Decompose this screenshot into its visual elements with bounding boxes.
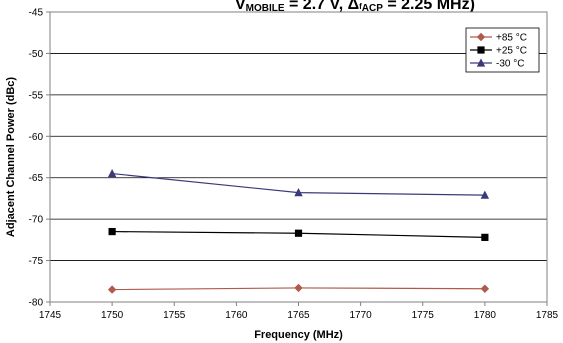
series-0	[107, 283, 490, 294]
data-point	[480, 284, 490, 293]
x-tick-label: 1755	[163, 310, 186, 321]
data-point	[480, 190, 490, 199]
chart-title: VMOBILE = 2.7 V, ΔfACP = 2.25 MHz)	[235, 0, 475, 14]
data-point	[294, 188, 303, 197]
x-axis-ticks: 1745 1750 1755 1760 1765 1770 1775 1780 1785	[39, 302, 559, 321]
x-tick-label: 1785	[536, 310, 559, 321]
y-tick-label: -65	[29, 173, 44, 184]
legend-marker	[476, 58, 486, 67]
series-2	[107, 168, 490, 199]
legend-marker	[477, 46, 485, 54]
legend-item: +25 °C	[470, 46, 527, 57]
data-point	[108, 227, 116, 236]
y-tick-label: -75	[29, 256, 44, 267]
data-point	[294, 283, 303, 293]
x-tick-label: 1750	[101, 310, 124, 321]
series-1	[108, 227, 489, 241]
y-axis-ticks: -45 -50 -55 -60 -65 -70 -75 -80	[29, 8, 50, 309]
y-tick-label: -45	[29, 8, 44, 19]
series-layer	[107, 168, 490, 294]
data-point	[294, 229, 303, 237]
legend-label: +25 °C	[496, 46, 527, 57]
data-point	[481, 233, 489, 241]
y-tick-label: -70	[29, 215, 44, 226]
legend-marker	[476, 32, 486, 42]
y-axis-title: Adjacent Channel Power (dBc)	[5, 77, 17, 237]
legend-label: +85 °C	[496, 33, 527, 44]
legend: +85 °C +25 °C -30 °C	[465, 27, 540, 73]
data-point	[107, 285, 117, 294]
legend-item: -30 °C	[470, 58, 524, 70]
x-axis-title: Frequency (MHz)	[254, 329, 343, 341]
x-tick-label: 1775	[412, 310, 435, 321]
y-tick-label: -50	[29, 49, 44, 60]
y-tick-label: -55	[29, 90, 44, 101]
x-tick-label: 1745	[39, 310, 62, 321]
y-tick-label: -60	[29, 132, 44, 143]
data-point	[107, 168, 117, 178]
x-tick-label: 1760	[225, 310, 248, 321]
y-tick-label: -80	[29, 298, 44, 309]
legend-item: +85 °C	[470, 33, 527, 44]
x-tick-label: 1765	[287, 310, 310, 321]
legend-label: -30 °C	[496, 59, 524, 70]
x-tick-label: 1780	[474, 310, 497, 321]
x-tick-label: 1770	[350, 310, 373, 321]
